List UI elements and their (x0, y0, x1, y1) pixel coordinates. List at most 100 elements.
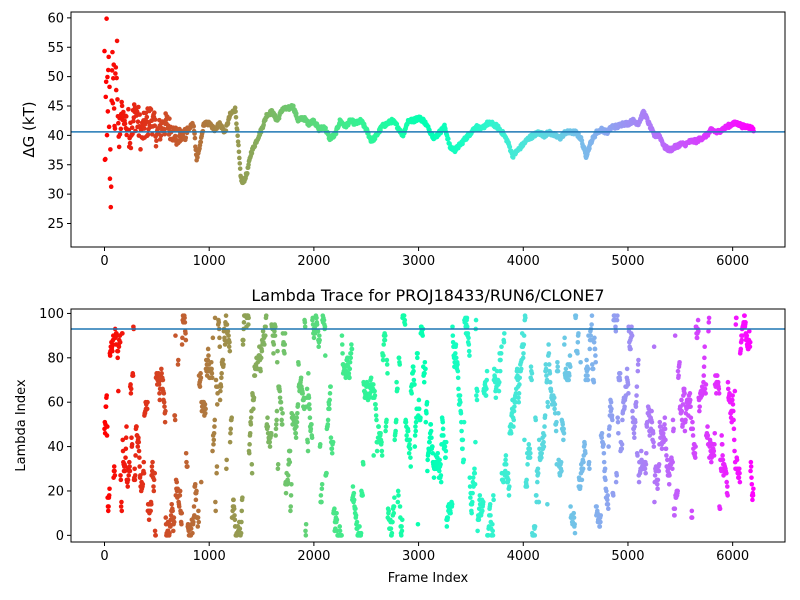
lambda-point (657, 419, 663, 425)
lambda-point (162, 404, 167, 409)
lambda-point (585, 377, 591, 383)
lambda-point (152, 470, 158, 476)
lambda-point (687, 391, 693, 396)
lambda-point (581, 459, 586, 465)
lambda-point (730, 402, 736, 407)
lambda-point (568, 504, 573, 509)
lambda-point (542, 424, 547, 429)
lambda-point (272, 333, 278, 338)
lambda-point (425, 457, 430, 463)
lambda-point (408, 464, 414, 469)
lambda-point (615, 313, 620, 318)
dg-point (107, 84, 112, 90)
lambda-point (548, 388, 554, 394)
lambda-point (251, 406, 256, 412)
lambda-point (424, 399, 430, 405)
lambda-point (440, 426, 446, 432)
dg-point (119, 99, 124, 105)
lambda-point (303, 521, 309, 527)
lambda-point (303, 533, 309, 538)
lambda-point (413, 424, 418, 429)
lambda-point (730, 408, 736, 414)
lambda-point (747, 344, 753, 350)
lambda-point (666, 482, 672, 487)
dg-point (102, 48, 107, 54)
lambda-point (651, 444, 657, 449)
lambda-point (491, 493, 496, 498)
lambda-point (635, 362, 641, 367)
lambda-point (224, 466, 229, 472)
lambda-point (326, 402, 332, 407)
dg-point (198, 139, 204, 145)
lambda-point (472, 482, 478, 487)
lambda-point (535, 470, 541, 476)
lambda-point (322, 324, 328, 330)
lambda-point (536, 499, 542, 505)
lambda-point (683, 417, 688, 423)
lambda-point (458, 399, 463, 405)
lambda-point (555, 359, 560, 365)
lambda-point (278, 399, 284, 405)
lambda-point (268, 430, 274, 436)
dg-point (152, 117, 158, 122)
lambda-point (651, 344, 657, 350)
lambda-point (736, 475, 742, 480)
lambda-point (329, 450, 335, 456)
lambda-point (416, 406, 422, 412)
lambda-point (306, 371, 311, 376)
lambda-point (373, 402, 378, 407)
lambda-point (337, 524, 343, 529)
lambda-point (239, 519, 244, 525)
lambda-point (608, 399, 614, 405)
dg-point (105, 109, 111, 114)
lambda-point (649, 419, 655, 425)
lambda-point (198, 375, 204, 381)
lambda-point (582, 442, 588, 447)
lambda-y-axis-label: Lambda Index (14, 379, 29, 472)
lambda-point (415, 355, 420, 361)
lambda-point (633, 399, 639, 405)
lambda-point (127, 468, 133, 474)
lambda-point (140, 482, 146, 487)
lambda-point (533, 417, 539, 423)
dg-point (110, 75, 116, 81)
lambda-point (302, 324, 308, 330)
dg-point (109, 68, 115, 73)
lambda-point (252, 373, 258, 378)
lambda-point (598, 513, 604, 518)
lambda-point (401, 313, 407, 318)
lambda-point (511, 417, 517, 423)
lambda-point (737, 479, 743, 485)
lambda-point (265, 415, 270, 421)
lambda-point (575, 351, 580, 356)
lambda-point (334, 510, 339, 516)
lambda-point (442, 444, 448, 449)
lambda-point (232, 517, 238, 523)
lambda-point (725, 386, 731, 392)
lambda-point (441, 433, 446, 438)
lambda-point (636, 357, 641, 363)
lambda-point (689, 508, 695, 514)
lambda-point (663, 446, 669, 452)
lambda-point (438, 479, 444, 485)
lambda-point (334, 517, 340, 523)
dg-point (149, 132, 155, 137)
lambda-point (127, 459, 132, 465)
lambda-point (317, 442, 323, 447)
lambda-point (737, 470, 742, 476)
lambda-point (260, 328, 266, 334)
lambda-point (392, 437, 398, 443)
dg-point (587, 146, 592, 151)
lambda-point (445, 515, 451, 520)
lambda-point (543, 366, 549, 372)
lambda-point (210, 448, 215, 454)
lambda-point (567, 364, 573, 369)
dg-point (135, 119, 141, 125)
dg-y-tick-label: 55 (47, 41, 64, 56)
lambda-point (670, 459, 675, 465)
lambda-point (554, 419, 559, 425)
lambda-point (203, 410, 208, 416)
lambda-point (287, 459, 293, 465)
lambda-point (724, 479, 729, 485)
